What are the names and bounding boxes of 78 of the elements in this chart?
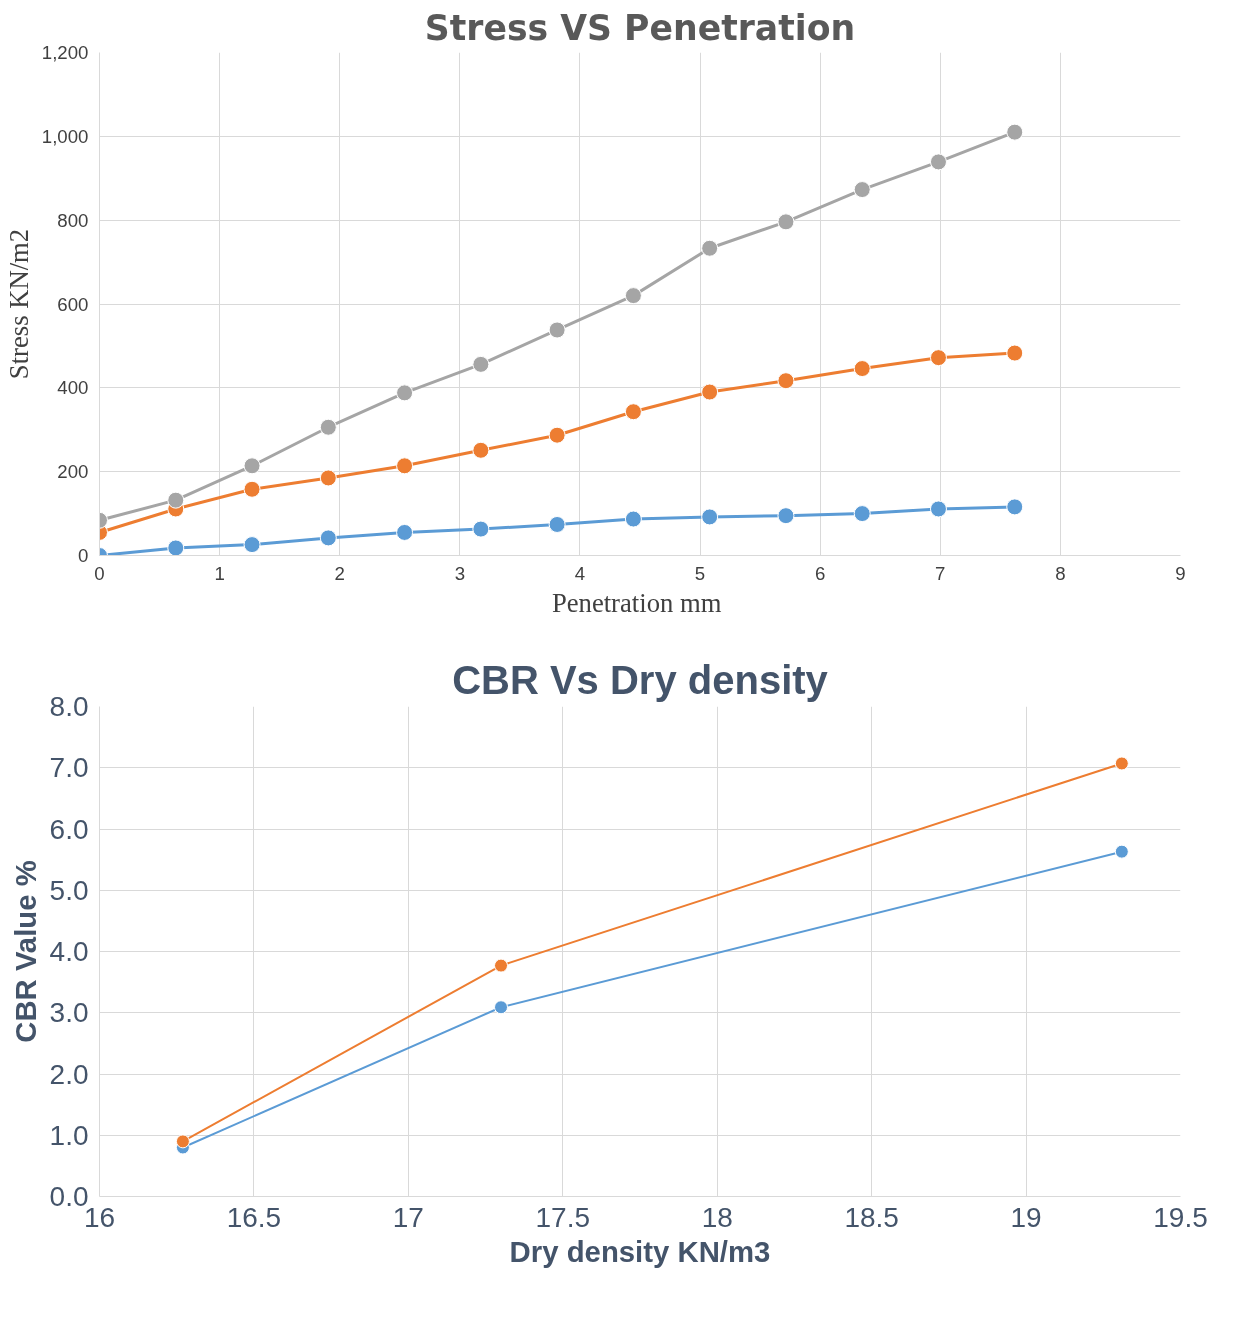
point <box>175 1134 190 1149</box>
point <box>548 426 566 444</box>
point <box>243 480 261 498</box>
x-tick-label: 17.5 <box>535 1201 591 1233</box>
y-tick-label: 200 <box>57 461 89 483</box>
point <box>624 287 642 305</box>
point <box>243 457 261 475</box>
point <box>853 505 871 523</box>
point <box>396 457 414 475</box>
x-tick-label: 9 <box>1175 562 1186 584</box>
chart-title: CBR Vs Dry density <box>452 657 829 702</box>
y-tick-label: 6.0 <box>49 813 89 845</box>
point <box>319 418 337 436</box>
y-tick-label: 5.0 <box>49 874 89 906</box>
x-tick-label: 2 <box>334 562 345 584</box>
y-tick-label: 8.0 <box>49 691 89 722</box>
y-axis-title: Stress KN/m2 <box>3 228 34 380</box>
point <box>1114 756 1129 771</box>
point <box>777 372 795 390</box>
point <box>929 153 947 171</box>
point <box>624 510 642 528</box>
x-axis-title: Penetration mm <box>551 587 722 618</box>
point <box>472 441 490 459</box>
y-tick-label: 0 <box>78 545 89 566</box>
y-tick-label: 1,000 <box>41 125 89 147</box>
y-tick-label: 3.0 <box>49 997 89 1029</box>
x-tick-label: 18.5 <box>844 1201 899 1233</box>
y-tick-label: 4.0 <box>49 936 89 967</box>
point <box>1114 844 1129 859</box>
point <box>494 958 509 973</box>
point <box>701 239 719 257</box>
x-axis-title: Dry density KN/m3 <box>509 1234 771 1268</box>
chart-title: Stress VS Penetration <box>424 7 856 48</box>
point <box>167 491 185 509</box>
point <box>472 355 490 373</box>
point <box>396 384 414 402</box>
point <box>548 321 566 339</box>
x-tick-label: 16.5 <box>226 1201 282 1233</box>
point <box>319 469 337 487</box>
point <box>624 403 642 421</box>
x-tick-label: 6 <box>814 562 826 584</box>
point <box>494 1000 509 1015</box>
point <box>319 529 337 547</box>
x-tick-label: 7 <box>935 562 946 584</box>
x-tick-label: 5 <box>694 562 706 584</box>
point <box>396 523 414 541</box>
point <box>777 213 795 231</box>
x-tick-label: 3 <box>454 562 466 584</box>
point <box>701 508 719 526</box>
x-tick-label: 8 <box>1055 562 1066 584</box>
point <box>243 536 261 554</box>
point <box>777 507 795 525</box>
x-tick-label: 4 <box>574 562 586 584</box>
y-tick-label: 800 <box>57 209 89 231</box>
y-tick-label: 1.0 <box>49 1119 89 1151</box>
point <box>929 349 947 367</box>
point <box>853 360 871 378</box>
y-tick-label: 600 <box>57 293 89 315</box>
point <box>548 516 566 533</box>
x-tick-label: 19 <box>1010 1201 1042 1233</box>
point <box>472 520 490 538</box>
x-tick-label: 19.5 <box>1153 1201 1208 1233</box>
x-tick-label: 17 <box>392 1201 424 1233</box>
point <box>1006 498 1024 516</box>
x-tick-label: 0 <box>94 562 105 584</box>
y-tick-label: 400 <box>57 377 89 399</box>
point <box>853 181 871 199</box>
y-tick-label: 7.0 <box>49 752 89 784</box>
point <box>1006 344 1024 362</box>
point <box>929 500 947 518</box>
y-axis-title: CBR Value % <box>8 860 42 1043</box>
x-tick-label: 1 <box>214 562 225 584</box>
point <box>1006 123 1024 141</box>
point <box>701 383 719 401</box>
y-tick-label: 2.0 <box>49 1058 89 1090</box>
point <box>167 539 185 556</box>
y-tick-label: 1,200 <box>41 42 89 63</box>
x-tick-label: 18 <box>701 1201 733 1233</box>
